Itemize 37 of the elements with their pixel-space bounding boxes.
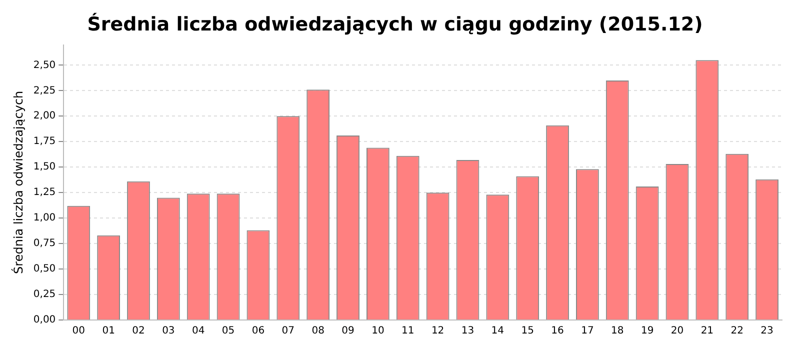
y-tick-label: 1,25 xyxy=(33,187,56,198)
x-tick-label: 21 xyxy=(700,326,714,337)
x-tick-label: 08 xyxy=(312,326,324,337)
x-tick-label: 11 xyxy=(402,326,414,337)
y-tick-label: 0,25 xyxy=(33,289,56,300)
x-tick-label: 00 xyxy=(72,326,85,337)
x-tick-label: 05 xyxy=(222,326,235,337)
y-tick-label: 1,50 xyxy=(33,162,56,173)
x-tick-label: 01 xyxy=(102,326,115,337)
x-tick-label: 07 xyxy=(282,326,295,337)
x-tick-label: 18 xyxy=(611,326,624,337)
x-tick-label: 02 xyxy=(132,326,145,337)
x-tick-label: 14 xyxy=(491,326,504,337)
x-tick-label: 09 xyxy=(342,326,354,337)
x-tick-label: 16 xyxy=(551,326,564,337)
y-tick-label: 2,50 xyxy=(33,60,56,71)
x-tick-label: 13 xyxy=(461,326,474,337)
y-tick-label: 0,75 xyxy=(33,238,56,250)
y-axis-title: Średnia liczba odwiedzających xyxy=(10,90,26,274)
y-tick-label: 1,75 xyxy=(33,136,56,148)
y-tick-label: 0,50 xyxy=(33,264,56,275)
x-tick-label: 04 xyxy=(192,326,205,337)
chart-title: Średnia liczba odwiedzających w ciągu godziny (2015.12) xyxy=(87,12,703,36)
x-tick-label: 10 xyxy=(372,326,384,337)
x-tick-label: 12 xyxy=(431,326,444,337)
x-tick-label: 22 xyxy=(730,326,744,337)
y-tick-label: 0,00 xyxy=(33,314,56,326)
x-tick-label: 20 xyxy=(670,326,684,337)
x-tick-label: 06 xyxy=(252,326,265,337)
y-tick-label: 2,25 xyxy=(33,85,56,96)
x-tick-label: 17 xyxy=(581,326,594,337)
x-tick-label: 15 xyxy=(521,326,534,337)
y-tick-label: 1,00 xyxy=(33,212,56,224)
x-tick-label: 03 xyxy=(162,326,175,337)
y-tick-label: 2,00 xyxy=(33,110,56,122)
x-tick-label: 19 xyxy=(640,326,654,337)
x-tick-label: 23 xyxy=(760,326,774,337)
